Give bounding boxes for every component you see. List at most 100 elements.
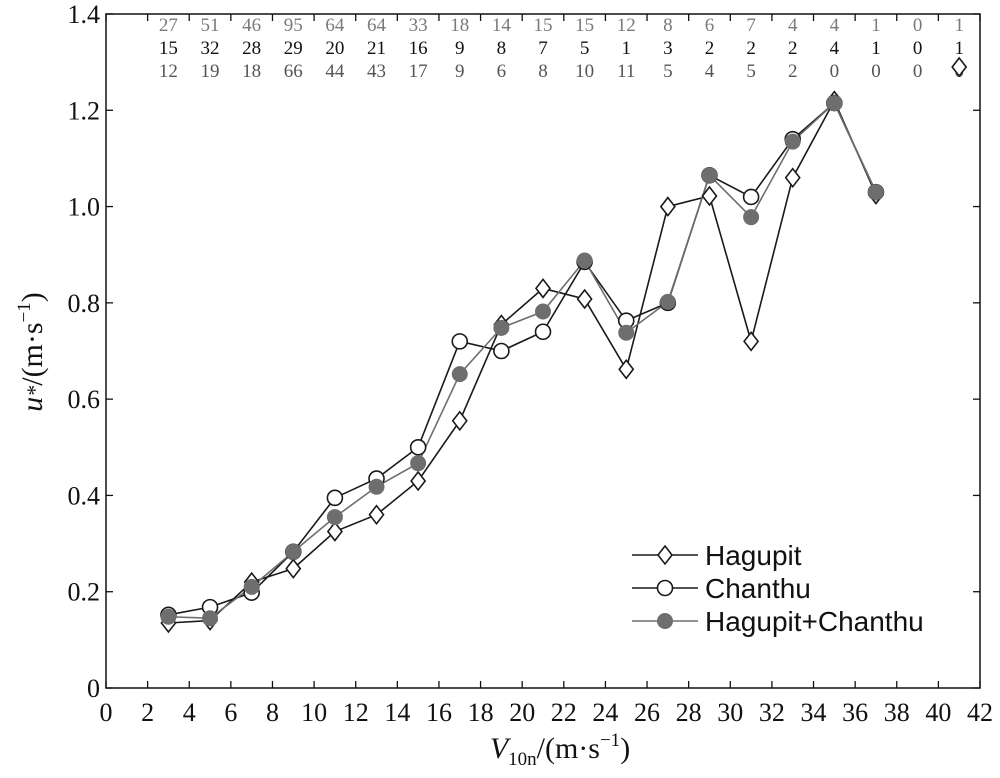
legend-label: Hagupit: [705, 540, 802, 571]
marker-diamond: [285, 558, 302, 579]
x-tick-label: 16: [426, 698, 452, 727]
sample-count-label: 4: [788, 15, 798, 36]
marker-circle-filled: [160, 608, 177, 625]
sample-count-label: 5: [580, 38, 590, 59]
marker-diamond: [951, 56, 968, 78]
legend-label: Chanthu: [705, 573, 811, 604]
marker-circle-filled: [285, 543, 302, 560]
marker-diamond: [659, 196, 676, 217]
sample-count-label: 1: [871, 15, 881, 36]
marker-circle-filled: [784, 133, 801, 150]
x-tick-label: 42: [967, 698, 993, 727]
marker-diamond: [368, 504, 385, 525]
x-tick-label: 26: [634, 698, 660, 727]
sample-count-label: 1: [871, 38, 881, 59]
sample-count-label: 95: [284, 15, 303, 36]
x-tick-label: 24: [592, 698, 618, 727]
marker-circle-open: [656, 579, 674, 597]
sample-count-label: 7: [746, 15, 756, 36]
sample-count-label: 16: [409, 38, 428, 59]
marker-circle-filled: [659, 293, 676, 310]
y-tick-label: 0.6: [68, 385, 101, 414]
sample-count-label: 15: [159, 38, 178, 59]
x-tick-label: 28: [676, 698, 702, 727]
sample-count-label: 9: [455, 38, 465, 59]
sample-count-label: 20: [325, 38, 344, 59]
sample-count-label: 12: [159, 61, 178, 82]
sample-count-label: 2: [788, 61, 798, 82]
sample-count-label: 4: [705, 61, 715, 82]
sample-count-label: 8: [538, 61, 548, 82]
marker-diamond: [656, 544, 674, 566]
sample-count-label: 6: [497, 61, 507, 82]
x-tick-label: 4: [183, 698, 196, 727]
y-axis-title: u*/(m·s−1): [14, 292, 49, 412]
sample-count-label: 7: [538, 38, 548, 59]
x-tick-label: 30: [717, 698, 743, 727]
marker-circle-filled: [618, 324, 635, 341]
x-tick-label: 32: [759, 698, 785, 727]
sample-count-label: 10: [575, 61, 594, 82]
sample-count-label: 5: [746, 61, 756, 82]
sample-count-label: 0: [913, 61, 923, 82]
marker-circle-open: [493, 342, 510, 360]
sample-count-label: 2: [746, 38, 756, 59]
marker-circle-filled: [867, 184, 884, 201]
marker-diamond: [618, 358, 635, 380]
marker-circle-open: [409, 438, 427, 456]
sample-count-label: 44: [325, 61, 345, 82]
y-tick-label: 1.0: [68, 193, 101, 222]
marker-circle-filled: [826, 95, 843, 112]
sample-count-label: 46: [242, 15, 261, 36]
sample-count-label: 8: [497, 38, 507, 59]
sample-count-label: 0: [913, 38, 923, 59]
x-tick-label: 22: [551, 698, 577, 727]
sample-count-label: 43: [367, 61, 386, 82]
sample-count-label: 64: [325, 15, 345, 36]
marker-diamond: [326, 521, 343, 542]
sample-count-table: 27 51 46 95 64 64 33 18 14 15 15 12 8 6 7 4 4 1 0 115 32 28 29…: [159, 15, 964, 82]
x-tick-label: 10: [301, 698, 327, 727]
sample-count-label: 21: [367, 38, 386, 59]
marker-circle-filled: [202, 610, 219, 627]
sample-count-label: 32: [201, 38, 220, 59]
marker-circle-filled: [493, 319, 510, 336]
series-line: [168, 98, 877, 624]
sample-count-label: 4: [830, 38, 840, 59]
marker-circle-filled: [743, 209, 760, 226]
marker-circle-filled: [410, 455, 427, 472]
x-tick-label: 14: [384, 698, 410, 727]
sample-count-label: 64: [367, 15, 387, 36]
x-tick-label: 34: [801, 698, 827, 727]
sample-count-label: 2: [788, 38, 798, 59]
y-tick-label: 1.2: [68, 96, 101, 125]
marker-diamond: [576, 288, 593, 310]
marker-diamond: [743, 331, 760, 352]
sample-count-label: 0: [913, 15, 923, 36]
marker-circle-filled: [576, 252, 593, 269]
marker-diamond: [410, 470, 427, 492]
sample-count-label: 51: [201, 15, 220, 36]
x-tick-label: 40: [925, 698, 951, 727]
sample-count-label: 3: [663, 38, 673, 59]
x-tick-label: 2: [141, 698, 154, 727]
series-line: [168, 101, 877, 616]
marker-circle-filled: [535, 303, 551, 320]
x-tick-label: 20: [509, 698, 535, 727]
x-tick-label: 0: [100, 698, 113, 727]
marker-diamond: [784, 167, 801, 188]
x-tick-label: 8: [266, 698, 279, 727]
marker-circle-filled: [326, 509, 343, 526]
marker-diamond: [701, 185, 718, 207]
marker-diamond: [534, 278, 552, 299]
sample-count-label: 11: [617, 61, 635, 82]
y-tick-label: 0: [87, 674, 100, 703]
x-tick-label: 12: [343, 698, 369, 727]
axis-ticks: 0 2 4 6 8 10 12 14 16 18 20 22 24 26 28 30 32 34 36 38 40 420…: [68, 0, 994, 727]
marker-circle-filled: [243, 578, 260, 595]
y-tick-label: 0.8: [68, 289, 101, 318]
x-tick-label: 18: [468, 698, 494, 727]
y-tick-label: 0.2: [68, 578, 101, 607]
